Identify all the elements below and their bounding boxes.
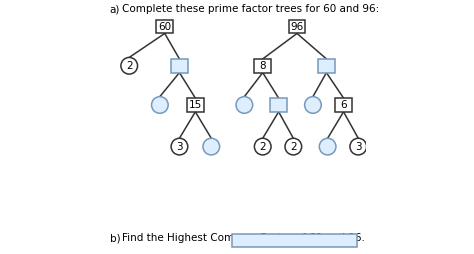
Circle shape [236, 97, 253, 113]
Circle shape [285, 138, 301, 155]
Circle shape [121, 57, 137, 74]
Circle shape [350, 138, 366, 155]
Text: 2: 2 [290, 141, 297, 152]
Text: 60: 60 [158, 22, 171, 31]
Bar [318, 59, 335, 73]
Circle shape [171, 138, 188, 155]
Text: 3: 3 [176, 141, 183, 152]
Circle shape [203, 138, 219, 155]
Text: Find the Highest Common Factor of 60 and 96.: Find the Highest Common Factor of 60 and… [122, 233, 365, 243]
Circle shape [319, 138, 336, 155]
Text: 6: 6 [340, 100, 347, 110]
Circle shape [255, 138, 271, 155]
Text: 96: 96 [291, 22, 304, 31]
Text: a): a) [109, 4, 120, 14]
Circle shape [305, 97, 321, 113]
Bar [232, 234, 357, 247]
Text: 2: 2 [126, 61, 133, 71]
Bar [335, 98, 352, 112]
Text: Complete these prime factor trees for 60 and 96:: Complete these prime factor trees for 60… [122, 4, 379, 14]
Bar [255, 59, 271, 73]
Text: 15: 15 [189, 100, 202, 110]
Circle shape [152, 97, 168, 113]
Bar [156, 20, 173, 34]
Text: b): b) [109, 233, 120, 243]
Text: 8: 8 [259, 61, 266, 71]
Bar [270, 98, 287, 112]
Bar [187, 98, 204, 112]
Bar [289, 20, 305, 34]
Text: 2: 2 [259, 141, 266, 152]
Text: 3: 3 [355, 141, 362, 152]
Bar [171, 59, 188, 73]
